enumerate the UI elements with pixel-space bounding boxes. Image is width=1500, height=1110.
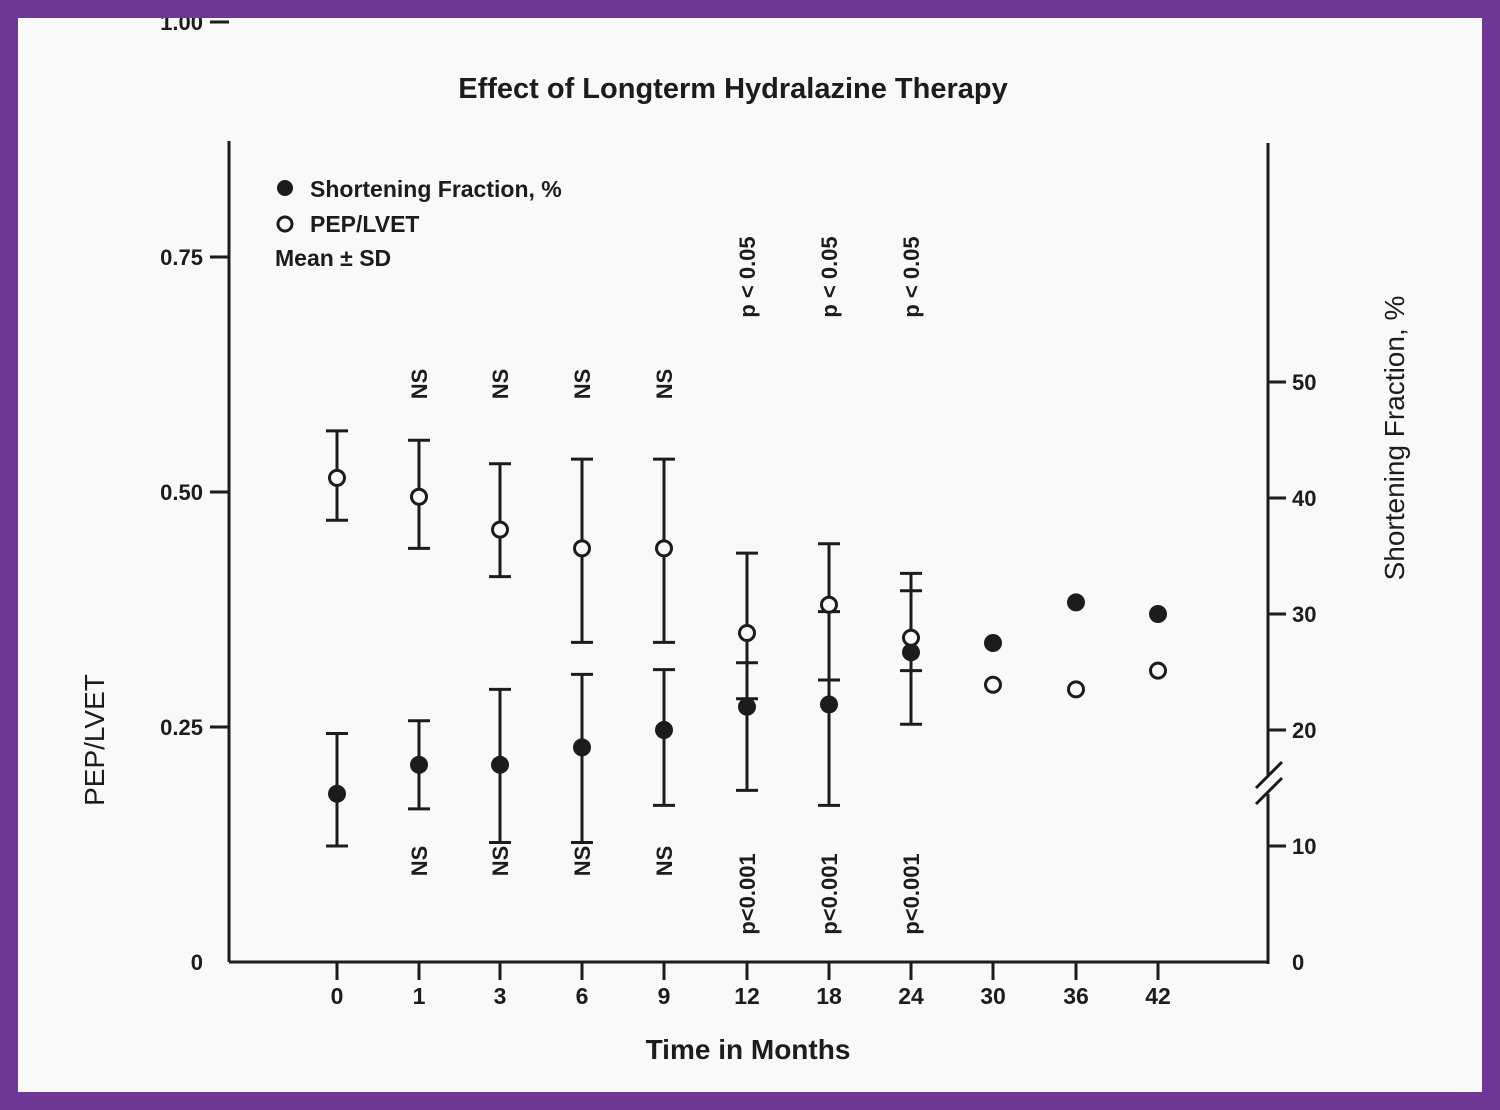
data-point — [410, 487, 428, 506]
series-pep-lvet — [326, 429, 1167, 701]
x-tick-label: 12 — [734, 983, 760, 1009]
data-point — [1149, 605, 1167, 623]
left-tick-label: 1.00 — [160, 18, 203, 35]
left-axis-ticks: 0 0.25 0.50 0.75 1.00 — [160, 18, 229, 975]
significance-label-pep: p<0.001 — [817, 853, 842, 934]
right-tick-label: 50 — [1292, 370, 1316, 395]
left-axis-title: PEP/LVET — [79, 674, 110, 806]
data-point — [820, 595, 838, 614]
data-point — [738, 697, 756, 716]
x-tick-label: 6 — [576, 983, 589, 1009]
data-point — [1149, 661, 1167, 680]
chart-figure: Effect of Longterm Hydralazine Therapy S… — [79, 18, 1410, 1065]
significance-label-sf: NS — [570, 369, 595, 400]
right-tick-label: 10 — [1292, 834, 1316, 859]
data-point — [410, 755, 428, 774]
chart-title: Effect of Longterm Hydralazine Therapy — [458, 73, 1008, 105]
x-axis-ticks: 0 1 3 6 9 12 18 24 30 36 42 — [331, 962, 1171, 1009]
x-tick-label: 18 — [816, 983, 842, 1009]
data-point — [1067, 593, 1085, 612]
legend-label-shortening-fraction: Shortening Fraction, % — [310, 176, 562, 202]
significance-label-pep: NS — [488, 846, 513, 877]
left-tick-label: 0.75 — [160, 245, 203, 270]
legend-note: Mean ± SD — [275, 245, 391, 271]
data-point — [655, 721, 673, 739]
data-point — [984, 675, 1002, 694]
chart-panel: Effect of Longterm Hydralazine Therapy S… — [18, 18, 1482, 1092]
legend: Shortening Fraction, % PEP/LVET Mean ± S… — [275, 176, 562, 271]
data-point — [984, 634, 1002, 652]
x-tick-label: 36 — [1063, 983, 1089, 1009]
x-axis-title: Time in Months — [646, 1034, 851, 1065]
x-tick-label: 3 — [494, 983, 507, 1009]
legend-label-pep-lvet: PEP/LVET — [310, 211, 420, 237]
significance-label-sf: p < 0.05 — [899, 236, 924, 317]
significance-label-pep: NS — [652, 846, 677, 877]
data-point — [328, 468, 346, 487]
right-axis-title: Shortening Fraction, % — [1379, 296, 1410, 581]
significance-label-sf: p < 0.05 — [735, 236, 760, 317]
left-tick-label: 0.50 — [160, 480, 203, 505]
data-point — [328, 784, 346, 803]
left-tick-label: 0.25 — [160, 715, 203, 740]
right-axis-ticks: 0 10 20 30 40 50 — [1268, 370, 1316, 975]
x-tick-label: 30 — [980, 983, 1006, 1009]
data-point — [738, 624, 756, 642]
significance-label-sf: p < 0.05 — [817, 236, 842, 317]
x-tick-label: 1 — [413, 983, 426, 1009]
left-tick-label: 0 — [191, 950, 203, 975]
right-tick-label: 0 — [1292, 950, 1304, 975]
axis-break-marker — [1254, 760, 1284, 806]
x-tick-label: 42 — [1145, 983, 1171, 1009]
significance-labels: NS NS NS NS p < 0.05 p < 0.05 p < 0.05 NS NS NS NS… — [407, 236, 924, 934]
data-point — [820, 695, 838, 714]
right-tick-label: 20 — [1292, 718, 1316, 743]
x-tick-label: 24 — [898, 983, 924, 1009]
significance-label-pep: p<0.001 — [899, 853, 924, 934]
data-point — [573, 539, 591, 558]
legend-filled-marker — [277, 180, 293, 196]
data-point — [491, 520, 509, 539]
x-tick-label: 0 — [331, 983, 344, 1009]
legend-open-marker — [276, 215, 294, 233]
right-tick-label: 40 — [1292, 486, 1316, 511]
right-tick-label: 30 — [1292, 602, 1316, 627]
significance-label-sf: NS — [652, 369, 677, 400]
data-point — [655, 539, 673, 558]
data-point — [573, 738, 591, 757]
data-point — [902, 628, 920, 647]
significance-label-pep: p<0.001 — [735, 853, 760, 934]
x-tick-label: 9 — [658, 983, 671, 1009]
significance-label-sf: NS — [407, 369, 432, 400]
significance-label-pep: NS — [407, 846, 432, 877]
data-point — [1067, 680, 1085, 699]
significance-label-pep: NS — [570, 846, 595, 877]
data-point — [491, 755, 509, 774]
significance-label-sf: NS — [488, 369, 513, 400]
